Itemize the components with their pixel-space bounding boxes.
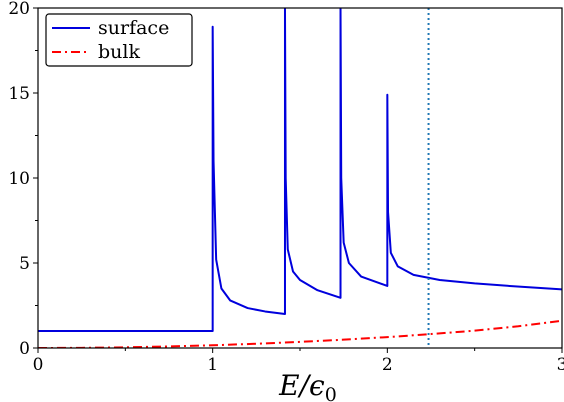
series-bulk-line bbox=[38, 319, 562, 348]
bulk-series-layer bbox=[38, 319, 562, 348]
y-tick-label: 5 bbox=[19, 254, 30, 274]
y-tick-label: 15 bbox=[8, 84, 30, 104]
axis-ticks: 0 1 2 3 0 5 10 15 20 bbox=[8, 0, 564, 375]
y-tick-label: 0 bbox=[19, 339, 30, 359]
x-tick-label: 3 bbox=[557, 355, 564, 375]
x-tick-label: 1 bbox=[207, 355, 218, 375]
y-tick-label: 20 bbox=[8, 0, 30, 19]
legend-bulk-label: bulk bbox=[98, 41, 140, 63]
surface-series-layer bbox=[38, 8, 562, 332]
series-surface-line bbox=[38, 8, 562, 332]
legend-surface-label: surface bbox=[98, 17, 169, 39]
x-tick-label: 0 bbox=[33, 355, 44, 375]
legend: surface bulk bbox=[45, 13, 193, 67]
y-tick-label: 10 bbox=[8, 169, 30, 189]
x-tick-label: 2 bbox=[382, 355, 393, 375]
x-axis-title: E/ϵ0 bbox=[278, 369, 337, 402]
